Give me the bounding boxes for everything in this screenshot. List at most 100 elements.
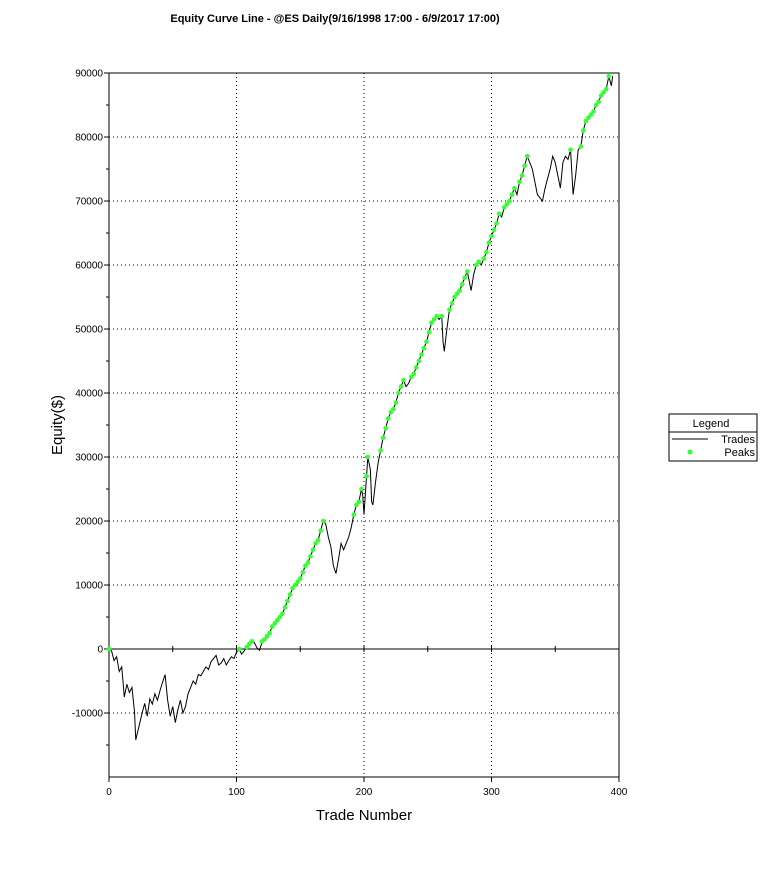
legend: Legend Trades Peaks (668, 413, 758, 462)
peak-point (295, 579, 301, 585)
peak-point (603, 86, 609, 92)
peak-point (454, 291, 460, 297)
y-tick-label: 60000 (75, 261, 103, 272)
peak-point (517, 179, 522, 185)
peak-point (588, 112, 594, 117)
peak-point (494, 221, 499, 226)
peak-point (512, 185, 517, 191)
peak-point (290, 585, 295, 591)
peak-point (416, 358, 422, 364)
peak-point (583, 118, 589, 124)
peak-point (303, 563, 308, 569)
peak-point (421, 345, 427, 351)
series-trades-line (108, 76, 614, 740)
legend-box (668, 413, 758, 462)
peak-point (354, 502, 359, 508)
peak-point (244, 644, 249, 650)
peak-point (489, 233, 494, 239)
peak-point (581, 128, 586, 133)
peak-point (459, 281, 465, 287)
x-tick-label: 100 (228, 787, 245, 798)
peak-point (598, 93, 604, 98)
peak-point (313, 541, 318, 546)
peak-point (426, 329, 432, 335)
peak-point (593, 102, 599, 108)
y-tick-label: 10000 (75, 581, 103, 592)
peak-point (285, 598, 290, 604)
series-layer (106, 73, 614, 740)
peak-point (524, 153, 530, 159)
peak-point (473, 262, 479, 268)
peak-point (419, 352, 424, 357)
peak-point (315, 537, 321, 543)
peak-point (596, 99, 601, 105)
y-tick-label: -10000 (72, 709, 104, 720)
peak-point (320, 518, 326, 524)
peak-point (496, 211, 502, 217)
peak-point (365, 454, 371, 460)
legend-peaks-label: Peaks (724, 447, 755, 459)
y-tick-label: 40000 (75, 389, 103, 400)
legend-title: Legend (693, 418, 730, 430)
peak-point (277, 614, 283, 620)
x-tick-label: 0 (106, 787, 112, 798)
peak-point (300, 569, 306, 575)
peak-point (282, 605, 288, 610)
peak-point (457, 288, 462, 293)
legend-peaks-swatch (687, 449, 693, 455)
peak-point (484, 249, 489, 255)
peak-point (578, 144, 584, 149)
peak-point (522, 163, 527, 169)
y-tick-label: 70000 (75, 197, 103, 208)
peak-point (429, 320, 434, 325)
peak-point (491, 227, 497, 233)
y-axis-label: Equity($) (49, 395, 66, 455)
peak-point (411, 371, 417, 377)
peak-point (501, 205, 507, 210)
peak-point (504, 201, 510, 207)
peak-point (398, 384, 404, 389)
y-tick-label: 90000 (75, 69, 103, 80)
peak-point (378, 448, 383, 453)
peak-point (297, 576, 303, 581)
peak-point (586, 115, 591, 121)
peak-point (264, 633, 270, 639)
peak-point (383, 425, 388, 431)
peak-point (401, 377, 406, 383)
peak-point (431, 317, 437, 322)
peak-point (310, 547, 316, 553)
peak-point (305, 560, 311, 565)
peak-point (434, 313, 439, 319)
peak-point (396, 390, 401, 396)
peak-point (292, 582, 298, 588)
peak-point (439, 313, 445, 319)
peak-point (507, 198, 512, 204)
y-tick-label: 50000 (75, 325, 103, 336)
peak-point (509, 192, 515, 197)
x-tick-label: 200 (356, 787, 373, 798)
peak-point (452, 294, 457, 300)
peak-point (464, 269, 470, 274)
peak-point (424, 339, 429, 345)
peak-point (318, 528, 323, 533)
peak-point (262, 637, 267, 642)
legend-trades-label: Trades (721, 434, 755, 446)
peak-point (388, 409, 394, 415)
peak-point (385, 416, 391, 421)
peak-point (308, 553, 313, 559)
peak-point (462, 275, 468, 281)
peak-point (519, 173, 525, 178)
peak-point (351, 512, 357, 517)
peak-point (393, 400, 399, 405)
peak-point (606, 73, 612, 79)
x-tick-label: 400 (611, 787, 628, 798)
peak-point (449, 301, 455, 306)
y-tick-label: 30000 (75, 453, 103, 464)
peak-point (380, 435, 386, 441)
peak-point (364, 473, 369, 479)
peak-point (486, 240, 492, 245)
y-tick-label: 0 (97, 645, 103, 656)
peak-point (359, 486, 364, 492)
y-tick-label: 20000 (75, 517, 103, 528)
chart-title: Equity Curve Line - @ES Daily(9/16/1998 … (170, 13, 500, 25)
